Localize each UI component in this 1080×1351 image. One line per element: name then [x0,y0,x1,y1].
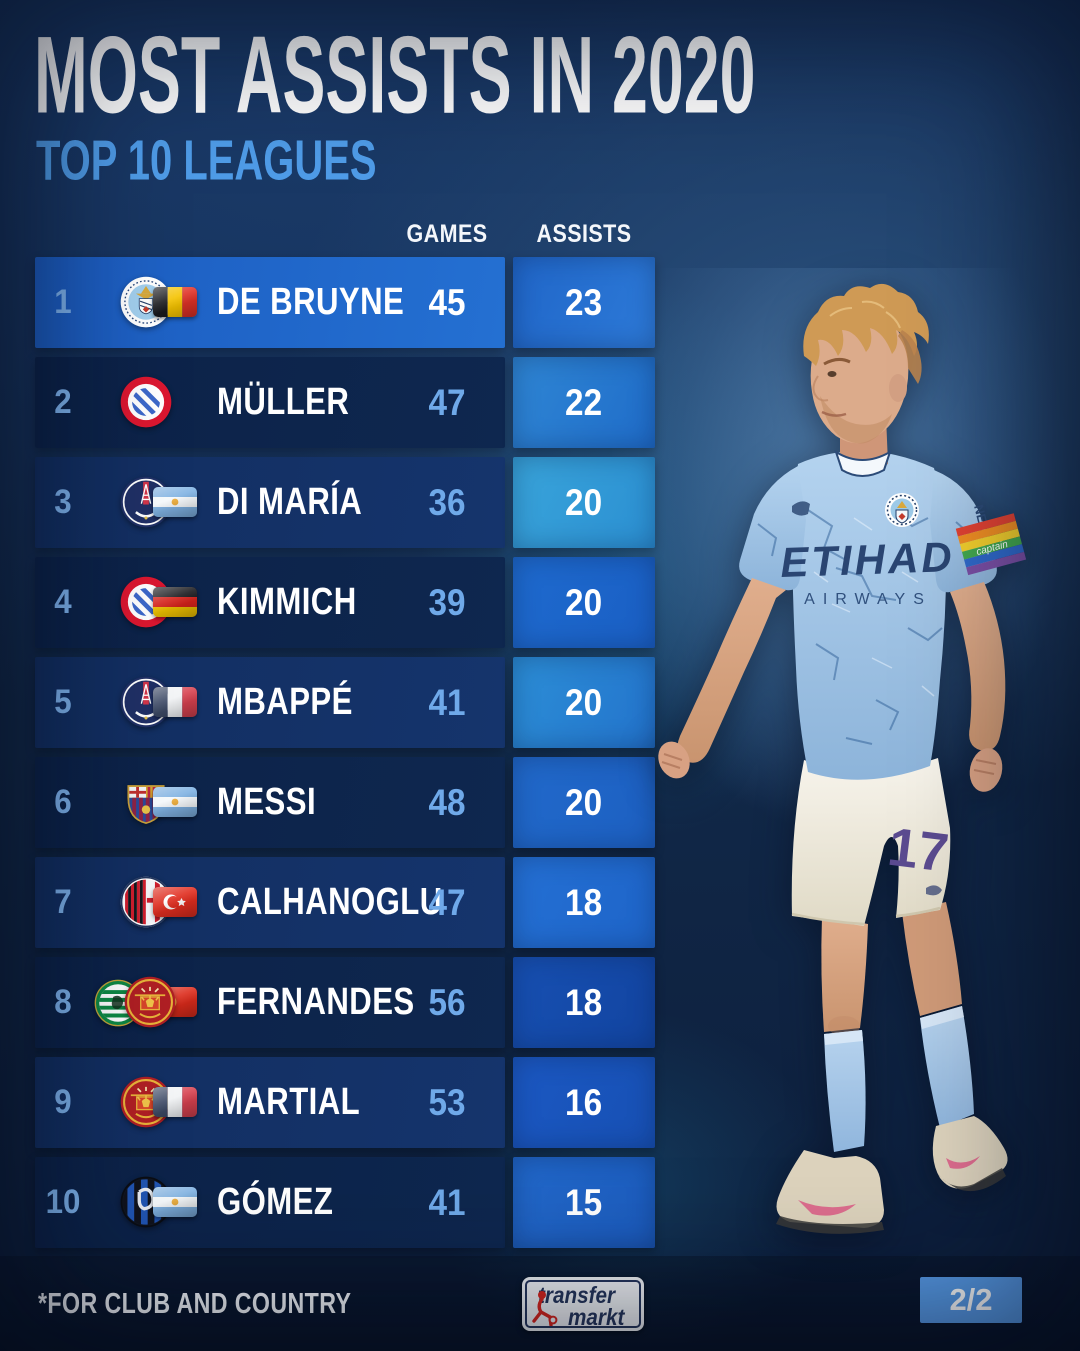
player-name: MÜLLER [217,381,350,423]
country-flag [153,1087,197,1117]
assists-value: 18 [565,881,603,923]
assists-value: 18 [565,981,603,1023]
assists-box: 20 [513,557,655,648]
table-row: 4 KIMMICH 39 20 [35,557,655,648]
row-panel: 8 FERNANDES 56 [35,957,505,1048]
row-panel: 1 DE BRUYNE 45 [35,257,505,348]
player-name: MARTIAL [217,1081,361,1123]
rank: 5 [54,683,72,721]
table-row: 5 MBAPPÉ 41 20 [35,657,655,748]
country-flag [153,787,197,817]
games-value: 45 [428,281,466,323]
rank: 1 [54,283,72,321]
footnote: *FOR CLUB AND COUNTRY [38,1288,352,1320]
assists-box: 18 [513,857,655,948]
assists-value: 15 [565,1181,603,1223]
logo-text-top: transfer [538,1282,616,1308]
games-value: 41 [428,1181,466,1223]
assists-box: 22 [513,357,655,448]
table-row: 2 MÜLLER 47 22 [35,357,655,448]
table-row: 7 CALHANOGLU 47 18 [35,857,655,948]
page-subtitle: TOP 10 LEAGUES [36,129,377,193]
row-panel: 5 MBAPPÉ 41 [35,657,505,748]
club-badge [119,375,173,429]
assists-box: 16 [513,1057,655,1148]
page-indicator-badge: 2/2 [920,1277,1022,1323]
rank: 7 [54,883,72,921]
country-flag [153,887,197,917]
country-flag [153,587,197,617]
column-header-assists: ASSISTS [536,220,632,248]
row-panel: 7 CALHANOGLU 47 [35,857,505,948]
assists-box: 18 [513,957,655,1048]
rank: 4 [54,583,72,621]
rank: 9 [54,1083,72,1121]
games-value: 47 [428,881,466,923]
games-value: 41 [428,681,466,723]
player-name: CALHANOGLU [217,881,443,923]
games-value: 36 [428,481,466,523]
games-value: 53 [428,1081,466,1123]
row-panel: 9 MARTIAL 53 [35,1057,505,1148]
logo-player-icon [532,1291,558,1326]
rank: 8 [54,983,72,1021]
games-value: 48 [428,781,466,823]
assists-box: 20 [513,657,655,748]
page-title: MOST ASSISTS IN 2020 [34,15,756,137]
row-panel: 3 DI MARÍA 36 [35,457,505,548]
country-flag [153,287,197,317]
table-row: 3 DI MARÍA 36 20 [35,457,655,548]
player-photo: 17 ETIHAD AIRWAYS NEXEN [658,283,1027,1234]
player-name: MESSI [217,781,317,823]
shirt-sponsor-sub: AIRWAYS [804,591,932,608]
shirt-sponsor: ETIHAD [780,533,956,586]
row-panel: 4 KIMMICH 39 [35,557,505,648]
table-row: 10 GÓMEZ 41 15 [35,1157,655,1248]
assists-box: 20 [513,457,655,548]
table-row: 9 MARTIAL 53 16 [35,1057,655,1148]
assists-value: 22 [565,381,603,423]
assists-box: 23 [513,257,655,348]
logo-text-bottom: markt [568,1304,625,1330]
row-panel: 2 MÜLLER 47 [35,357,505,448]
country-flag [153,1187,197,1217]
club-badge [123,975,177,1029]
assists-box: 15 [513,1157,655,1248]
games-value: 47 [428,381,466,423]
assists-box: 20 [513,757,655,848]
assists-value: 20 [565,681,603,723]
rank: 2 [54,383,72,421]
games-value: 39 [428,581,466,623]
player-name: DI MARÍA [217,481,363,523]
player-name: FERNANDES [217,981,415,1023]
assists-value: 16 [565,1081,603,1123]
transfermarkt-logo: transfer markt [522,1277,644,1331]
rank: 6 [54,783,72,821]
rank: 10 [45,1183,81,1221]
games-value: 56 [428,981,466,1023]
player-name: GÓMEZ [217,1181,334,1223]
country-flag [153,487,197,517]
country-flag [153,687,197,717]
assists-value: 20 [565,581,603,623]
assists-value: 20 [565,781,603,823]
table-row: 8 FERNANDES 56 18 [35,957,655,1048]
player-name: MBAPPÉ [217,681,353,723]
rank: 3 [54,483,72,521]
row-panel: 6 MESSI 48 [35,757,505,848]
table-row: 1 DE BRUYNE 45 23 [35,257,655,348]
assists-value: 23 [565,281,603,323]
assists-value: 20 [565,481,603,523]
column-header-games: GAMES [406,220,488,248]
row-panel: 10 GÓMEZ 41 [35,1157,505,1248]
shorts-number: 17 [885,817,952,884]
table-row: 6 MESSI 48 20 [35,757,655,848]
player-name: KIMMICH [217,581,357,623]
player-name: DE BRUYNE [217,281,405,323]
